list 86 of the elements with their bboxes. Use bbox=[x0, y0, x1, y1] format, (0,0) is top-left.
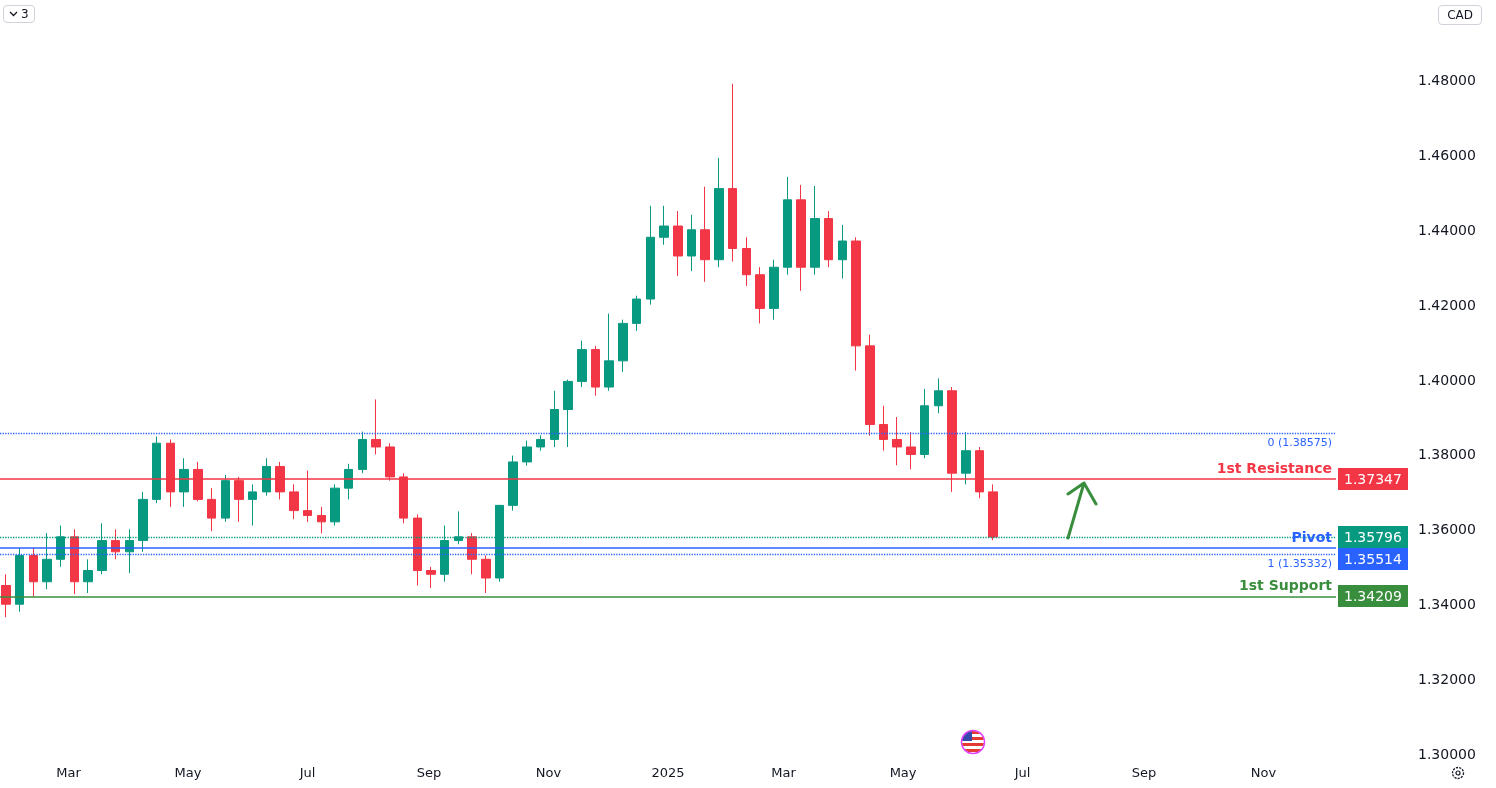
x-tick-label: Jul bbox=[1013, 765, 1031, 780]
candlestick bbox=[207, 487, 216, 532]
candlestick bbox=[591, 345, 600, 397]
x-tick-label: May bbox=[889, 765, 917, 780]
candlestick bbox=[961, 431, 971, 485]
text: 1.34209 bbox=[1338, 585, 1408, 608]
text: 3 bbox=[21, 7, 29, 21]
candlestick bbox=[851, 236, 861, 372]
y-tick-label: 1.48000 bbox=[1418, 72, 1476, 88]
ref-line-label: Pivot bbox=[1291, 528, 1333, 545]
x-tick-label: Mar bbox=[771, 765, 797, 780]
candlestick bbox=[317, 506, 326, 534]
candlestick bbox=[426, 566, 436, 589]
x-tick-label: Mar bbox=[56, 765, 82, 780]
y-tick-label: 1.38000 bbox=[1418, 446, 1476, 463]
candlestick bbox=[920, 388, 929, 459]
candlestick bbox=[577, 340, 587, 388]
candlestick bbox=[906, 431, 916, 470]
candlestick bbox=[550, 390, 559, 448]
candlestick bbox=[700, 186, 710, 283]
x-tick-label: May bbox=[174, 765, 202, 780]
x-tick-label: Jul bbox=[298, 765, 316, 780]
candlestick bbox=[83, 558, 93, 594]
y-tick-label: 1.40000 bbox=[1418, 371, 1476, 388]
ref-line-label: 1st Support bbox=[1239, 577, 1333, 594]
candlestick bbox=[796, 184, 806, 292]
candlestick bbox=[262, 457, 271, 497]
ref-line-label: 0 (1.38575) bbox=[1267, 435, 1332, 449]
x-tick-label: Sep bbox=[416, 765, 442, 780]
y-tick-label: 1.46000 bbox=[1418, 146, 1476, 163]
candlestick bbox=[289, 483, 299, 520]
candlestick bbox=[646, 205, 655, 306]
ref-line-label: 1st Resistance bbox=[1216, 459, 1332, 476]
candlestick bbox=[179, 457, 189, 508]
candlestick bbox=[865, 334, 875, 437]
candlestick bbox=[604, 313, 614, 392]
candlestick bbox=[988, 483, 998, 541]
y-tick-label: 1.32000 bbox=[1418, 671, 1476, 688]
candlestick bbox=[934, 377, 943, 414]
candlestick bbox=[508, 455, 518, 512]
candlestick bbox=[344, 463, 353, 500]
candlestick bbox=[632, 295, 641, 332]
candlestick bbox=[728, 83, 737, 263]
candlestick bbox=[29, 547, 38, 598]
y-tick-label: 1.30000 bbox=[1418, 746, 1476, 762]
y-tick-label: 1.44000 bbox=[1418, 221, 1476, 238]
candlestick bbox=[673, 210, 683, 277]
candlestick bbox=[70, 528, 79, 595]
text: 1.35514 bbox=[1338, 547, 1408, 570]
candlestick bbox=[892, 416, 902, 466]
x-tick-label: Sep bbox=[1131, 765, 1157, 780]
candlestick bbox=[330, 483, 340, 527]
candlestick bbox=[769, 259, 779, 321]
candlestick bbox=[618, 319, 628, 373]
text: 1.35796 bbox=[1338, 525, 1408, 548]
candlestick bbox=[659, 205, 669, 246]
ref-line-label: 1 (1.35332) bbox=[1267, 557, 1332, 571]
candlestick bbox=[358, 431, 367, 474]
y-tick-label: 1.36000 bbox=[1418, 521, 1476, 538]
candlestick bbox=[248, 483, 257, 527]
candlestick bbox=[687, 214, 696, 272]
candlestick bbox=[371, 398, 381, 455]
candlestick bbox=[481, 555, 491, 594]
candlestick bbox=[879, 405, 888, 452]
candlestick bbox=[783, 176, 792, 276]
candlestick bbox=[221, 474, 230, 523]
y-axis-title: CAD bbox=[1438, 5, 1482, 25]
candlestick bbox=[714, 157, 724, 268]
candlestick bbox=[563, 379, 573, 448]
candlestick bbox=[742, 236, 751, 287]
y-tick-label: 1.42000 bbox=[1418, 296, 1476, 313]
text: 1.37347 bbox=[1338, 467, 1408, 490]
candlestick bbox=[413, 513, 422, 586]
candlestick bbox=[1, 573, 11, 618]
candlestick bbox=[536, 434, 545, 452]
candlestick bbox=[522, 440, 532, 467]
candlestick bbox=[152, 435, 161, 504]
y-tick-label: 1.34000 bbox=[1418, 596, 1476, 613]
x-tick-label: Nov bbox=[535, 765, 562, 780]
candlestick bbox=[824, 210, 833, 268]
x-tick-label: Nov bbox=[1250, 765, 1277, 780]
x-tick-label: 2025 bbox=[651, 765, 685, 780]
candlestick bbox=[755, 266, 765, 324]
candlestick bbox=[810, 185, 820, 276]
candlestick bbox=[15, 547, 24, 613]
candlestick bbox=[838, 224, 847, 279]
